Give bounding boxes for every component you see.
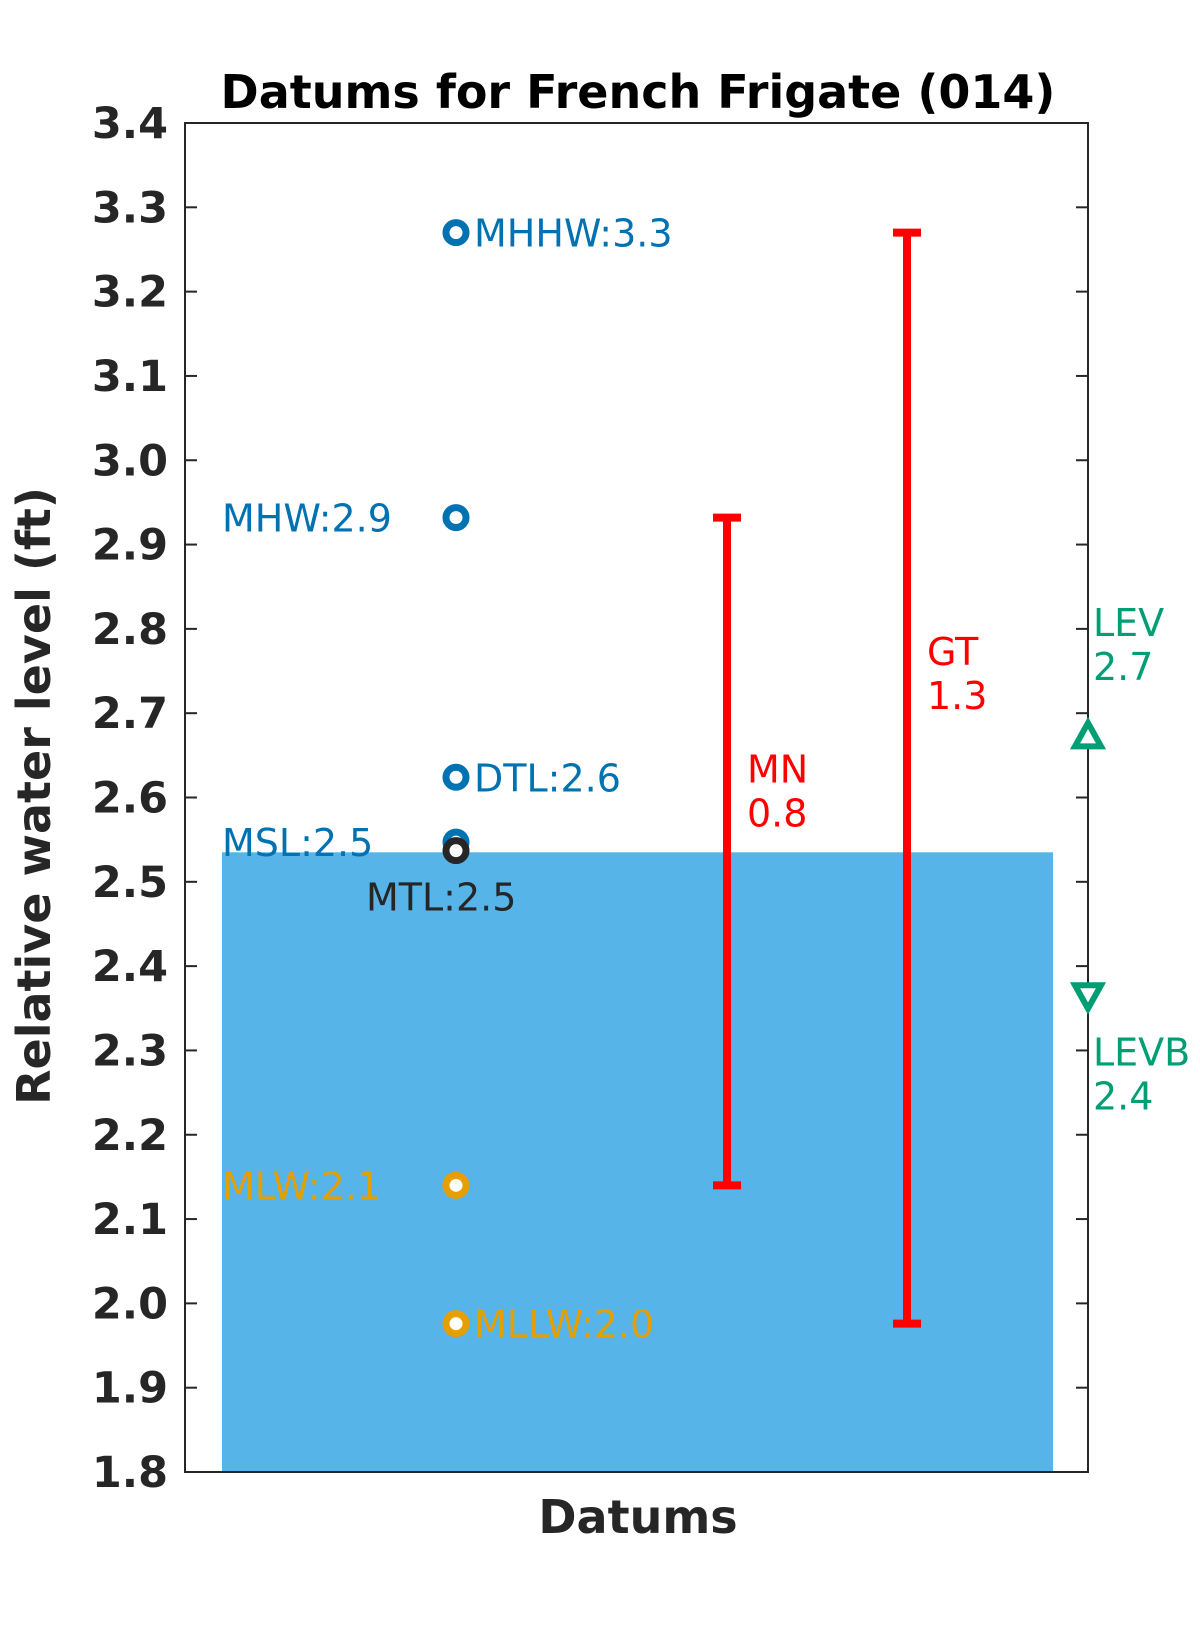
datum-label-msl: MSL:2.5 [222, 821, 373, 865]
tidal-range-bars: MN0.8 GT1.3 [713, 228, 987, 1328]
datum-mhhw: MHHW:3.3 [442, 212, 673, 256]
datum-label-mtl: MTL:2.5 [366, 876, 516, 920]
y-tick-label-5: 2.3 [92, 1026, 168, 1076]
y-tick-label-14: 3.2 [92, 268, 168, 318]
y-tick-label-3: 2.1 [92, 1195, 168, 1245]
y-axis-tick-labels: 1.8 1.9 2.0 2.1 2.2 2.3 2.4 2.5 2.6 2.7 2.8 2.9 3.0 3… [92, 99, 168, 1498]
datum-label-mllw: MLLW:2.0 [474, 1303, 654, 1347]
range-label-gt: GT [927, 630, 979, 674]
y-axis-ticks [185, 122, 1088, 1473]
range-value-mn: 0.8 [747, 791, 807, 835]
datum-label-mhhw: MHHW:3.3 [474, 212, 673, 256]
datum-marker-dtl [442, 763, 470, 791]
datum-mhw: MHW:2.9 [222, 497, 470, 541]
y-tick-label-6: 2.4 [92, 942, 168, 992]
datum-label-dtl: DTL:2.6 [474, 756, 621, 800]
y-tick-label-9: 2.7 [92, 689, 168, 739]
y-tick-label-16: 3.4 [92, 99, 168, 149]
y-tick-label-11: 2.9 [92, 521, 168, 571]
datum-marker-mlw [442, 1171, 470, 1199]
datum-marker-mhw [442, 504, 470, 532]
y-tick-label-4: 2.2 [92, 1111, 168, 1161]
y-tick-label-2: 2.0 [92, 1279, 168, 1329]
datum-marker-mllw [442, 1310, 470, 1338]
datum-label-mlw: MLW:2.1 [222, 1164, 381, 1208]
datum-dtl: DTL:2.6 [442, 756, 621, 800]
range-bar-mn: MN0.8 [713, 513, 808, 1190]
chart-title: Datums for French Frigate (014) [221, 65, 1056, 119]
datum-mtl: MTL:2.5 [366, 837, 516, 920]
datum-markers: MHHW:3.3 MHW:2.9 DTL:2.6 MSL:2.5 MTL:2.5 MLW:… [222, 212, 673, 1347]
y-tick-label-0: 1.8 [92, 1448, 168, 1498]
extreme-label-levb: LEVB [1093, 1031, 1190, 1075]
datum-label-mhw: MHW:2.9 [222, 497, 392, 541]
y-axis-label: Relative water level (ft) [7, 487, 61, 1105]
extreme-marker-lev [1069, 716, 1107, 750]
y-tick-label-10: 2.8 [92, 605, 168, 655]
range-bar-gt: GT1.3 [893, 228, 987, 1328]
extreme-value-lev: 2.7 [1093, 645, 1153, 689]
datum-marker-mtl [442, 837, 470, 865]
range-label-mn: MN [747, 747, 808, 791]
y-tick-label-1: 1.9 [92, 1364, 168, 1414]
y-tick-label-15: 3.3 [92, 183, 168, 233]
y-tick-label-13: 3.1 [92, 352, 168, 402]
datum-mlw: MLW:2.1 [222, 1164, 470, 1208]
datum-marker-mhhw [442, 219, 470, 247]
y-tick-label-12: 3.0 [92, 436, 168, 486]
y-tick-label-8: 2.6 [92, 774, 168, 824]
x-axis-label: Datums [538, 1490, 737, 1544]
extreme-value-levb: 2.4 [1093, 1075, 1153, 1119]
water-level-fill [222, 852, 1053, 1472]
range-value-gt: 1.3 [927, 674, 987, 718]
y-tick-label-7: 2.5 [92, 858, 168, 908]
datum-mllw: MLLW:2.0 [442, 1303, 654, 1347]
extreme-label-lev: LEV [1093, 601, 1164, 645]
extreme-marker-levb [1069, 982, 1107, 1015]
